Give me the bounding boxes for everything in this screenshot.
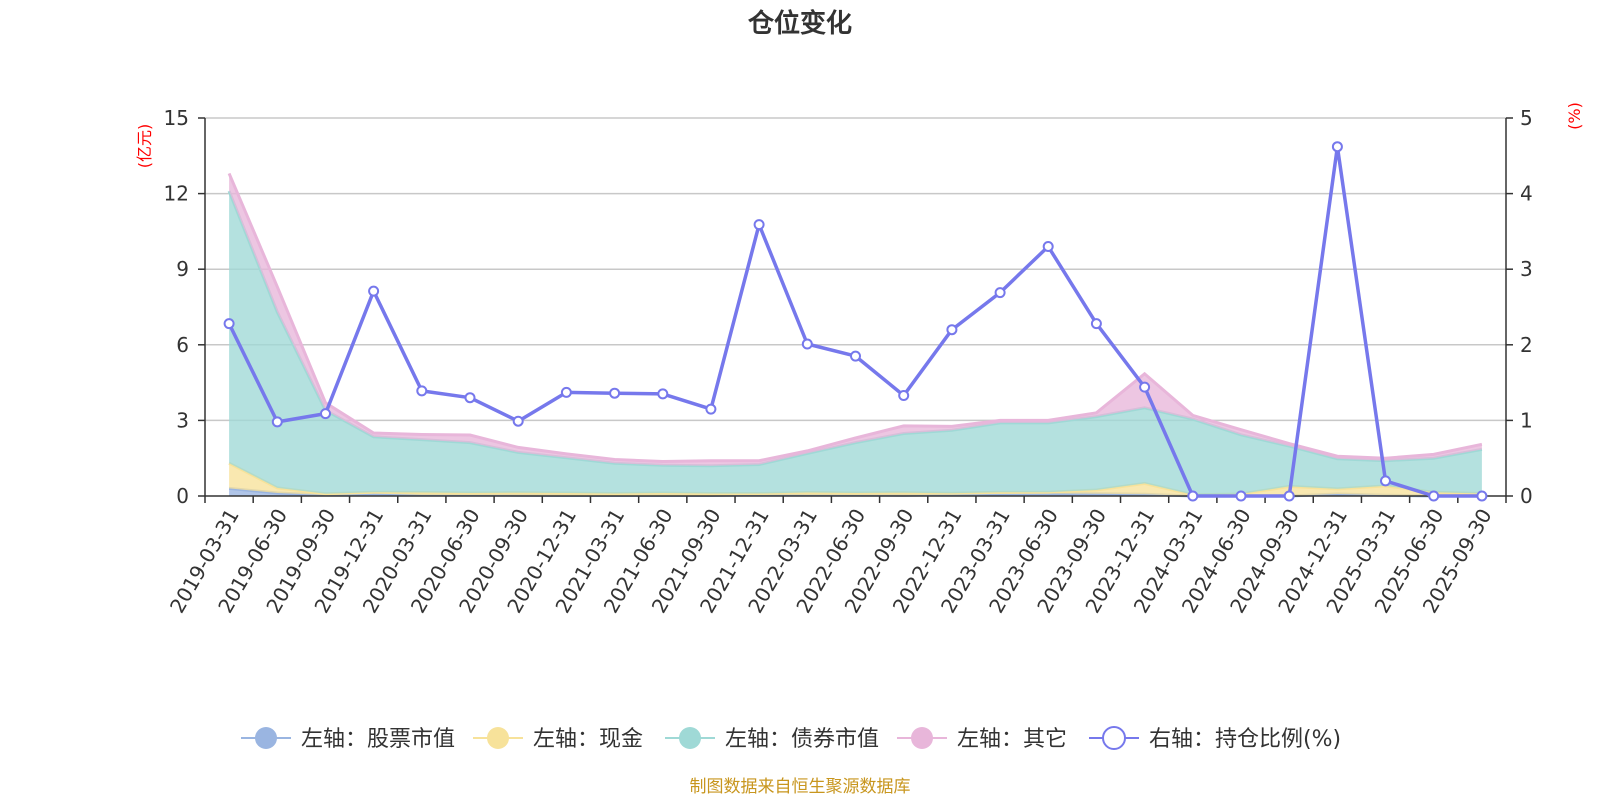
- left-tick-label: 0: [176, 484, 189, 508]
- ratio-point: [1235, 490, 1247, 502]
- right-tick-label: 5: [1520, 106, 1533, 130]
- gridlines: [205, 117, 1506, 422]
- area-fill: [229, 463, 1482, 496]
- right-tick-label: 3: [1520, 257, 1533, 281]
- ratio-point: [416, 385, 428, 397]
- left-tick-label: 3: [176, 408, 189, 432]
- ratio-point: [946, 324, 958, 336]
- legend-label: 右轴：持仓比例(%): [1149, 727, 1341, 752]
- ratio-point: [705, 403, 717, 415]
- right-tick-label: 4: [1520, 182, 1533, 206]
- ratio-point: [1090, 318, 1102, 330]
- ratio-point: [609, 387, 621, 399]
- legend-item[interactable]: 右轴：持仓比例(%): [1089, 726, 1341, 752]
- ratio-point: [368, 285, 380, 297]
- ratio-point: [850, 350, 861, 362]
- legend-marker: [1102, 726, 1126, 750]
- left-tick-label: 15: [164, 106, 189, 130]
- legend-label: 左轴：股票市值: [301, 727, 455, 752]
- area-edge: [227, 172, 1483, 464]
- ratio-point: [1428, 490, 1440, 502]
- left-tick-label: 6: [176, 333, 189, 357]
- legend-label: 左轴：现金: [533, 727, 643, 752]
- legend-item[interactable]: 左轴：其它: [897, 727, 1067, 752]
- source-note: 制图数据来自恒生聚源数据库: [690, 777, 911, 797]
- legend[interactable]: 左轴：股票市值 左轴：现金 左轴：债券市值 左轴：其它 右轴：持仓比例(%): [241, 726, 1341, 752]
- legend-label: 左轴：债券市值: [725, 727, 879, 752]
- ratio-point: [320, 408, 331, 420]
- legend-marker: [487, 727, 509, 749]
- stacked-areas: [227, 172, 1483, 498]
- ratio-point: [801, 338, 813, 350]
- ratio-point: [898, 390, 910, 401]
- ratio-point: [464, 392, 476, 404]
- ratio-point: [1042, 241, 1054, 252]
- ratio-point: [1476, 490, 1488, 502]
- ratio-point: [1187, 490, 1199, 502]
- ratio-point: [1380, 475, 1391, 487]
- legend-label: 左轴：其它: [957, 727, 1067, 752]
- left-axis-unit: (亿元): [135, 124, 154, 169]
- right-tick-label: 1: [1520, 408, 1533, 432]
- ratio-point: [223, 318, 235, 330]
- right-tick-label: 0: [1520, 484, 1533, 508]
- legend-marker: [911, 727, 933, 749]
- left-tick-label: 12: [164, 182, 189, 206]
- chart-title: 仓位变化: [747, 8, 852, 39]
- right-axis-unit: (%): [1565, 102, 1584, 130]
- legend-item[interactable]: 左轴：现金: [473, 727, 643, 752]
- ratio-point: [1331, 141, 1343, 153]
- ratio-point: [994, 287, 1006, 299]
- area-edge: [227, 190, 1483, 468]
- ratio-line: [223, 141, 1488, 502]
- legend-item[interactable]: 左轴：债券市值: [665, 727, 879, 752]
- legend-marker: [679, 727, 701, 749]
- area-fill: [229, 173, 1482, 466]
- ratio-point: [1283, 490, 1295, 502]
- legend-marker: [255, 727, 277, 749]
- ratio-point: [753, 219, 765, 231]
- ratio-point: [657, 388, 669, 400]
- left-tick-label: 9: [176, 257, 189, 281]
- legend-item[interactable]: 左轴：股票市值: [241, 727, 455, 752]
- ratio-point: [271, 416, 283, 428]
- area-fill: [229, 191, 1482, 495]
- right-tick-label: 2: [1520, 333, 1533, 357]
- ratio-point: [560, 386, 572, 398]
- axes: 036912150123452019-03-312019-06-302019-0…: [164, 106, 1533, 617]
- ratio-point: [512, 415, 524, 427]
- ratio-point: [1139, 381, 1151, 393]
